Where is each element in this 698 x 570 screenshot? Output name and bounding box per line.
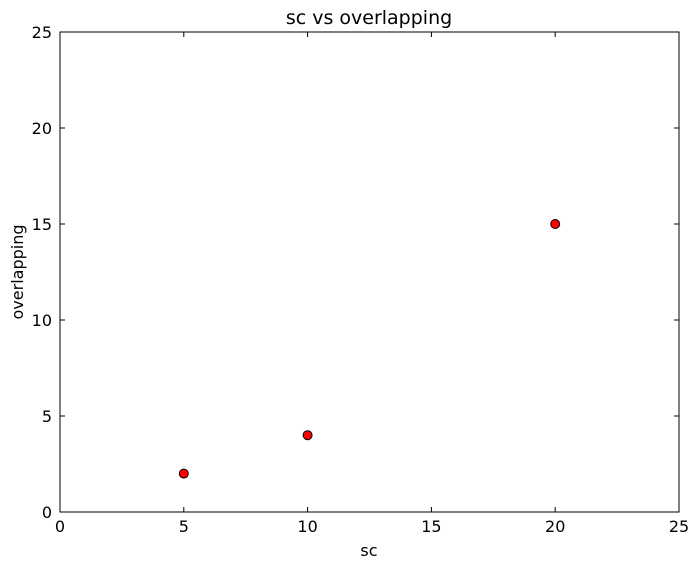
y-tick-label: 15 [32, 215, 52, 234]
y-axis-label: overlapping [8, 225, 27, 320]
plot-area [59, 31, 680, 513]
x-tick-label: 20 [545, 517, 565, 536]
y-tick-label: 10 [32, 311, 52, 330]
data-point [178, 468, 189, 479]
x-axis-label: sc [360, 541, 377, 560]
x-tick-label: 5 [179, 517, 189, 536]
x-tick-label: 10 [297, 517, 317, 536]
x-tick-label: 0 [55, 517, 65, 536]
x-tick-label: 15 [421, 517, 441, 536]
data-point [302, 430, 313, 441]
x-axis: 0 5 10 15 20 25 [55, 32, 689, 536]
chart-title: sc vs overlapping [286, 7, 452, 29]
y-tick-label: 0 [42, 503, 52, 522]
data-point [550, 219, 561, 229]
y-tick-label: 25 [32, 23, 52, 42]
x-tick-label: 25 [669, 517, 689, 536]
y-tick-label: 20 [32, 119, 52, 138]
data-points [178, 219, 561, 479]
y-tick-label: 5 [42, 407, 52, 426]
y-axis: 0 5 10 15 20 25 [32, 23, 679, 522]
